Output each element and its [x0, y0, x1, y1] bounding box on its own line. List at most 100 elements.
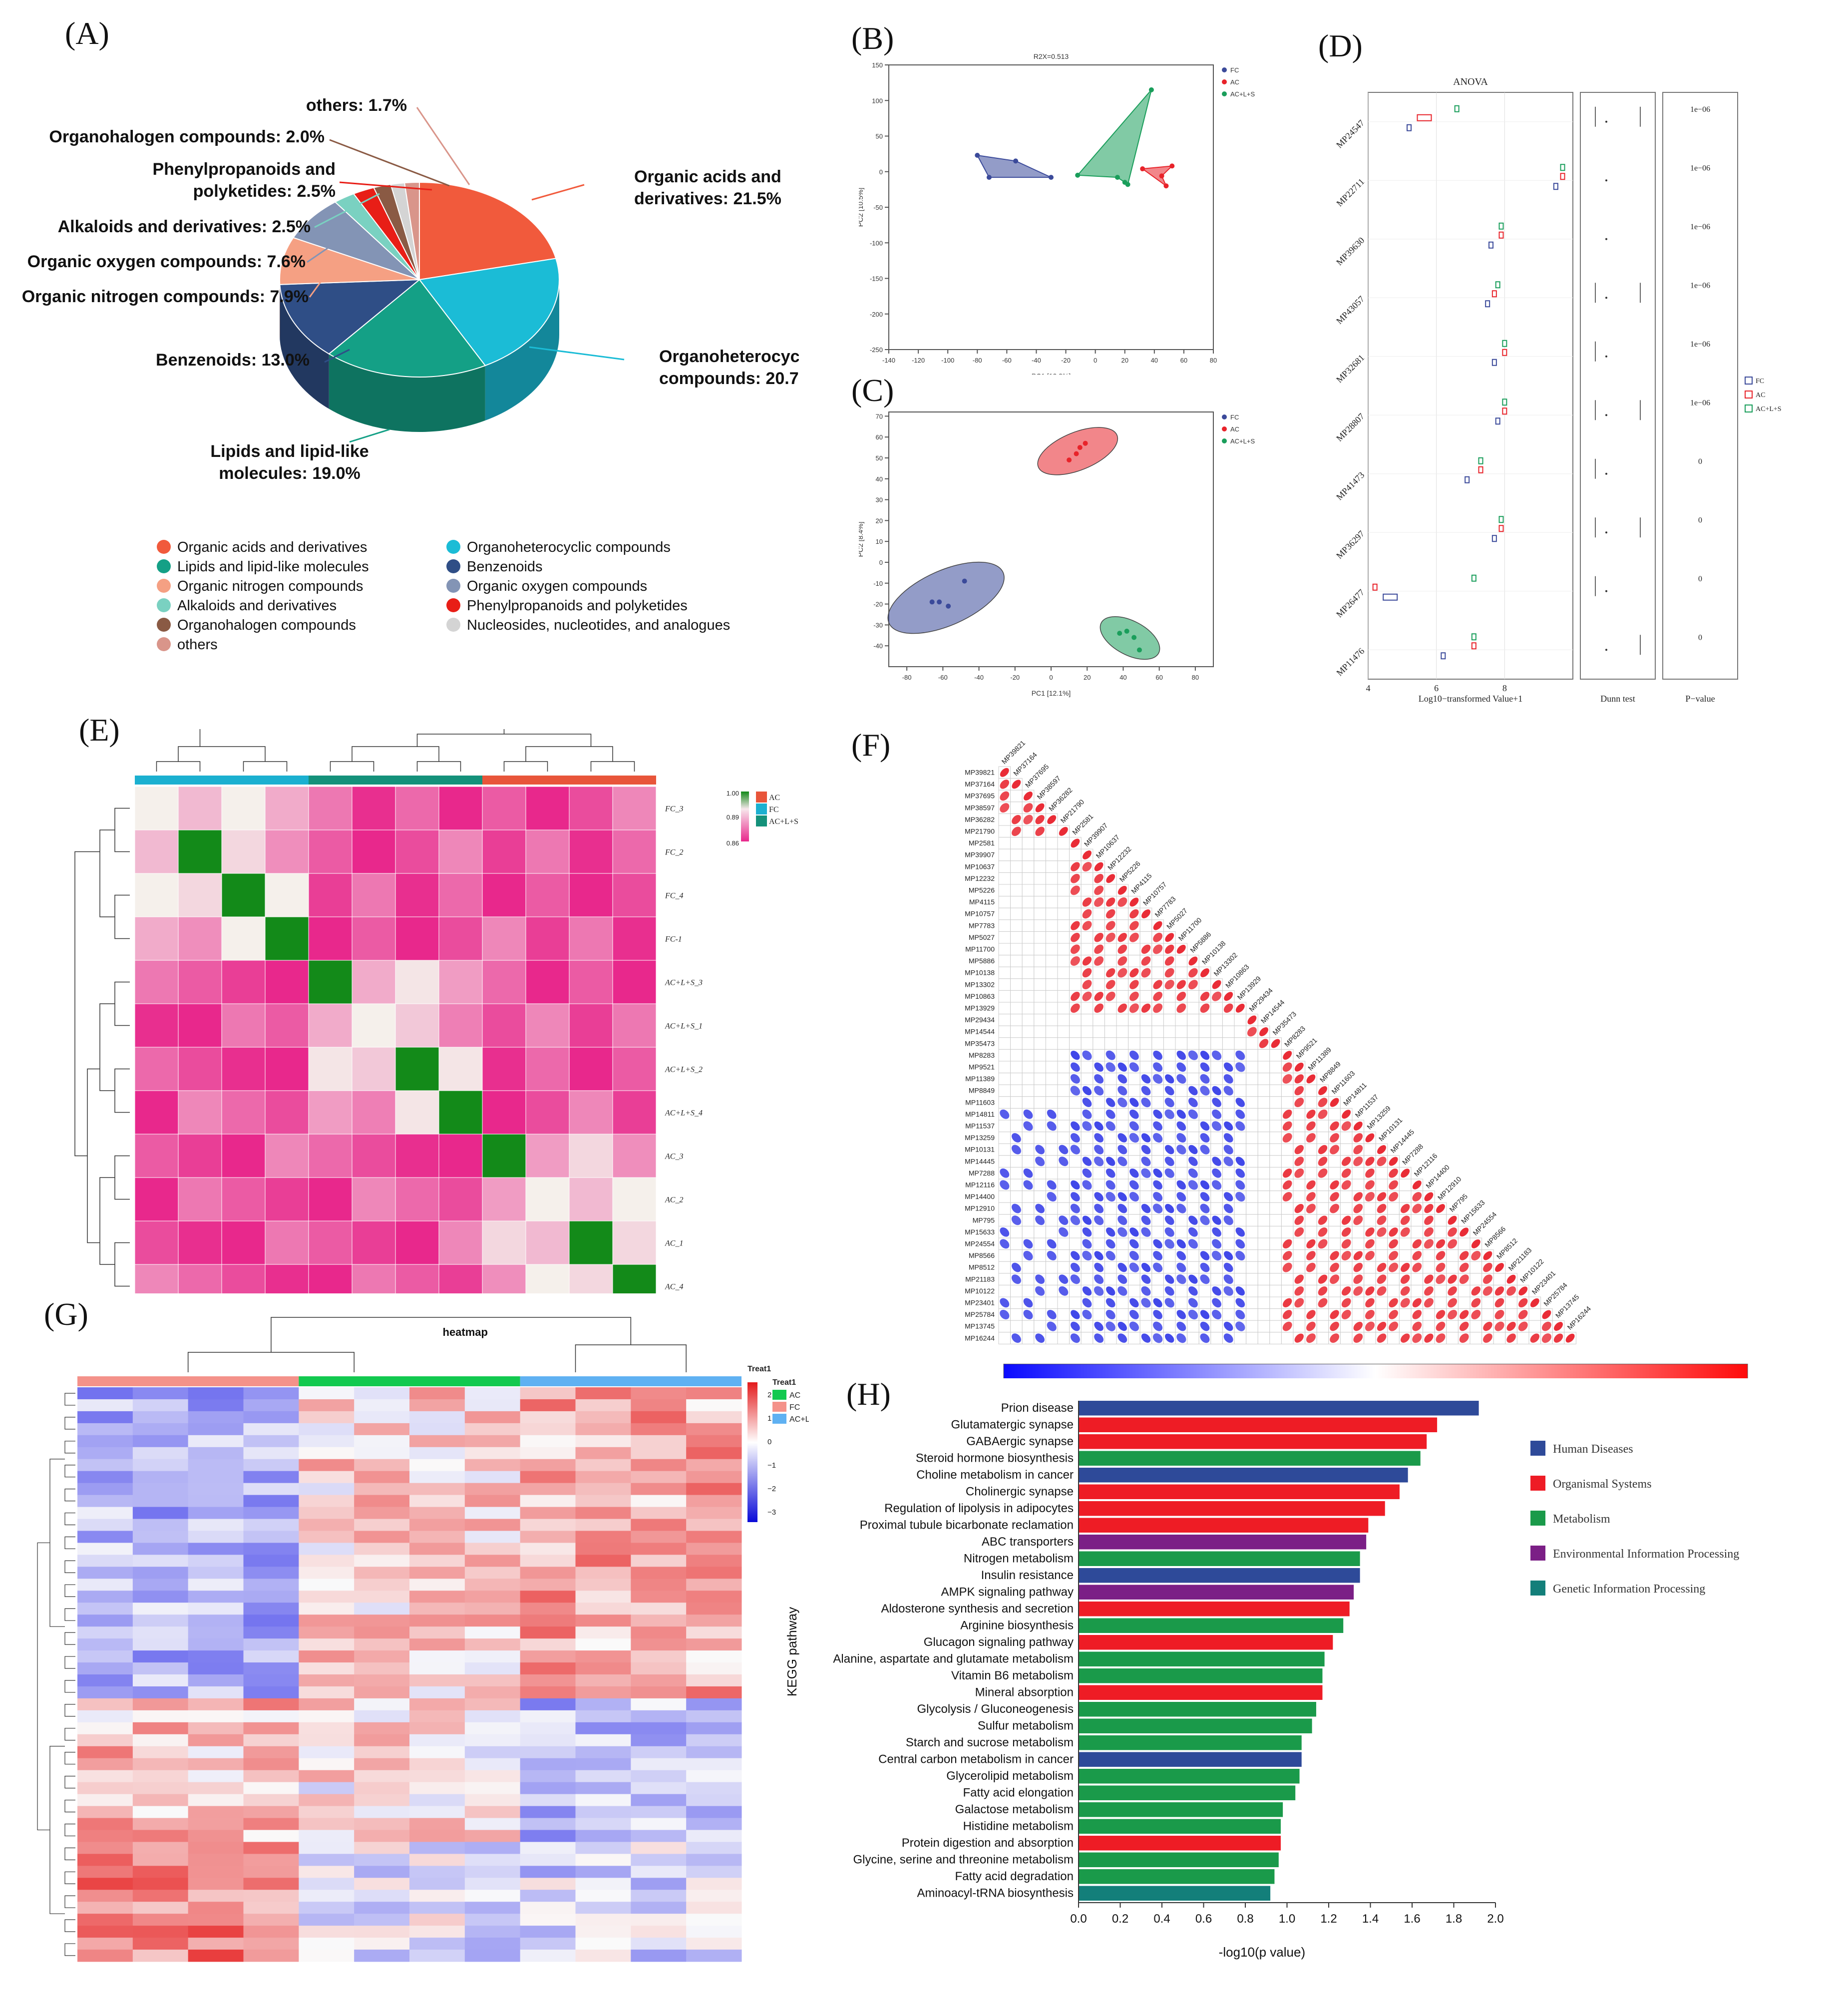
bar: [1079, 1635, 1333, 1650]
correlation-mark: [1153, 1192, 1163, 1202]
matrix-cell: [1328, 1225, 1341, 1238]
correlation-mark: [1023, 814, 1033, 824]
correlation-mark: [1012, 1133, 1021, 1143]
dunn-dot: [1605, 472, 1607, 475]
row-label: MP21183: [965, 1275, 995, 1283]
box-mark: [1502, 349, 1507, 356]
heatmap-cell: [464, 1650, 521, 1663]
matrix-cell: [1022, 860, 1035, 873]
bar-label: Insulin resistance: [981, 1569, 1074, 1582]
matrix-cell: [1434, 1296, 1447, 1309]
row-label: MP15633: [965, 1228, 995, 1236]
heatmap-cell: [77, 1591, 133, 1603]
heatmap-cell: [575, 1626, 631, 1639]
confidence-ellipse: [887, 561, 1005, 634]
matrix-cell: [1187, 990, 1199, 1003]
matrix-cell: [1093, 966, 1105, 979]
matrix-cell: [1446, 1320, 1459, 1333]
heatmap-cell: [525, 1264, 570, 1293]
heatmap-cell: [520, 1818, 576, 1830]
matrix-cell: [1045, 848, 1058, 861]
row-label: FC_3: [665, 805, 683, 813]
correlation-mark: [1294, 1168, 1304, 1178]
matrix-cell: [1257, 1155, 1270, 1168]
correlation-mark: [1518, 1286, 1528, 1296]
legend-swatch: [756, 804, 767, 814]
box-mark: [1502, 407, 1507, 415]
correlation-mark: [1436, 1310, 1446, 1319]
legend-title-top: Treat1: [747, 1365, 771, 1373]
heatmap-cell: [520, 1878, 576, 1890]
matrix-cell: [1210, 1061, 1223, 1074]
matrix-cell: [1022, 966, 1035, 979]
heatmap-cell: [354, 1531, 410, 1543]
correlation-mark: [1011, 1145, 1021, 1155]
correlation-mark: [1401, 1262, 1410, 1272]
correlation-mark: [1235, 1180, 1245, 1190]
heatmap-cell: [354, 1782, 410, 1795]
correlation-mark: [1389, 1168, 1398, 1178]
heatmap-cell: [308, 1003, 353, 1048]
heatmap-cell: [575, 1782, 631, 1795]
matrix-cell: [1246, 1273, 1258, 1285]
matrix-cell: [1257, 1061, 1270, 1074]
correlation-mark: [1365, 1239, 1375, 1249]
matrix-cell: [1210, 1014, 1223, 1026]
correlation-mark: [1235, 1239, 1245, 1249]
correlation-mark: [1164, 1098, 1174, 1108]
x-tick-label: -140: [882, 357, 895, 364]
matrix-cell: [1234, 1025, 1247, 1038]
heatmap-cell: [77, 1579, 133, 1591]
matrix-cell: [1234, 1084, 1247, 1097]
correlation-mark: [1129, 1262, 1139, 1272]
correlation-mark: [1223, 1003, 1233, 1013]
matrix-cell: [1010, 1096, 1023, 1109]
matrix-cell: [1093, 919, 1105, 932]
matrix-cell: [1269, 1132, 1282, 1144]
heatmap-cell: [354, 1459, 410, 1472]
matrix-cell: [1057, 1191, 1070, 1203]
correlation-mark: [1353, 1133, 1363, 1143]
bar-label: Glycolysis / Gluconeogenesis: [917, 1702, 1074, 1716]
heatmap-cell: [188, 1806, 244, 1818]
matrix-cell: [1352, 1237, 1365, 1250]
correlation-mark: [1330, 1333, 1340, 1343]
heatmap-cell: [77, 1638, 133, 1651]
correlation-mark: [1200, 1310, 1210, 1319]
matrix-cell: [998, 1025, 1011, 1038]
heatmap-cell: [686, 1914, 742, 1926]
pie-side: [329, 354, 485, 432]
panel-label-h: (H): [846, 1376, 891, 1412]
matrix-cell: [1316, 1179, 1329, 1192]
correlation-mark: [1330, 1274, 1340, 1284]
heatmap-cell: [77, 1567, 133, 1579]
heatmap-cell: [221, 1134, 266, 1178]
correlation-mark: [1012, 814, 1021, 824]
heatmap-cell: [631, 1567, 687, 1579]
heatmap-cell: [575, 1770, 631, 1783]
p-value-label: 1e−06: [1690, 164, 1710, 172]
matrix-cell: [1151, 1143, 1164, 1156]
heatmap-cell: [686, 1878, 742, 1890]
x-tick-label: 60: [1180, 357, 1187, 364]
heatmap-cell: [243, 1698, 299, 1711]
correlation-mark: [1306, 1239, 1316, 1248]
matrix-cell: [1269, 1167, 1282, 1180]
row-label: MP39821: [965, 769, 995, 777]
matrix-cell: [1269, 1108, 1282, 1121]
correlation-mark: [1070, 1274, 1080, 1284]
heatmap-cell: [243, 1507, 299, 1520]
correlation-mark: [1306, 1121, 1316, 1131]
box-mark: [1471, 642, 1476, 650]
box-mark: [1495, 417, 1500, 425]
heatmap-cell: [188, 1722, 244, 1735]
legend-label: Alkaloids and derivatives: [177, 598, 337, 614]
heatmap-cell: [77, 1746, 133, 1759]
correlation-mark: [1412, 1251, 1422, 1260]
correlation-mark: [1283, 1298, 1292, 1307]
matrix-cell: [1010, 884, 1023, 897]
legend-swatch: [1222, 79, 1227, 84]
matrix-cell: [1057, 978, 1070, 991]
box-mark: [1407, 124, 1412, 131]
correlation-mark: [1141, 1227, 1151, 1237]
